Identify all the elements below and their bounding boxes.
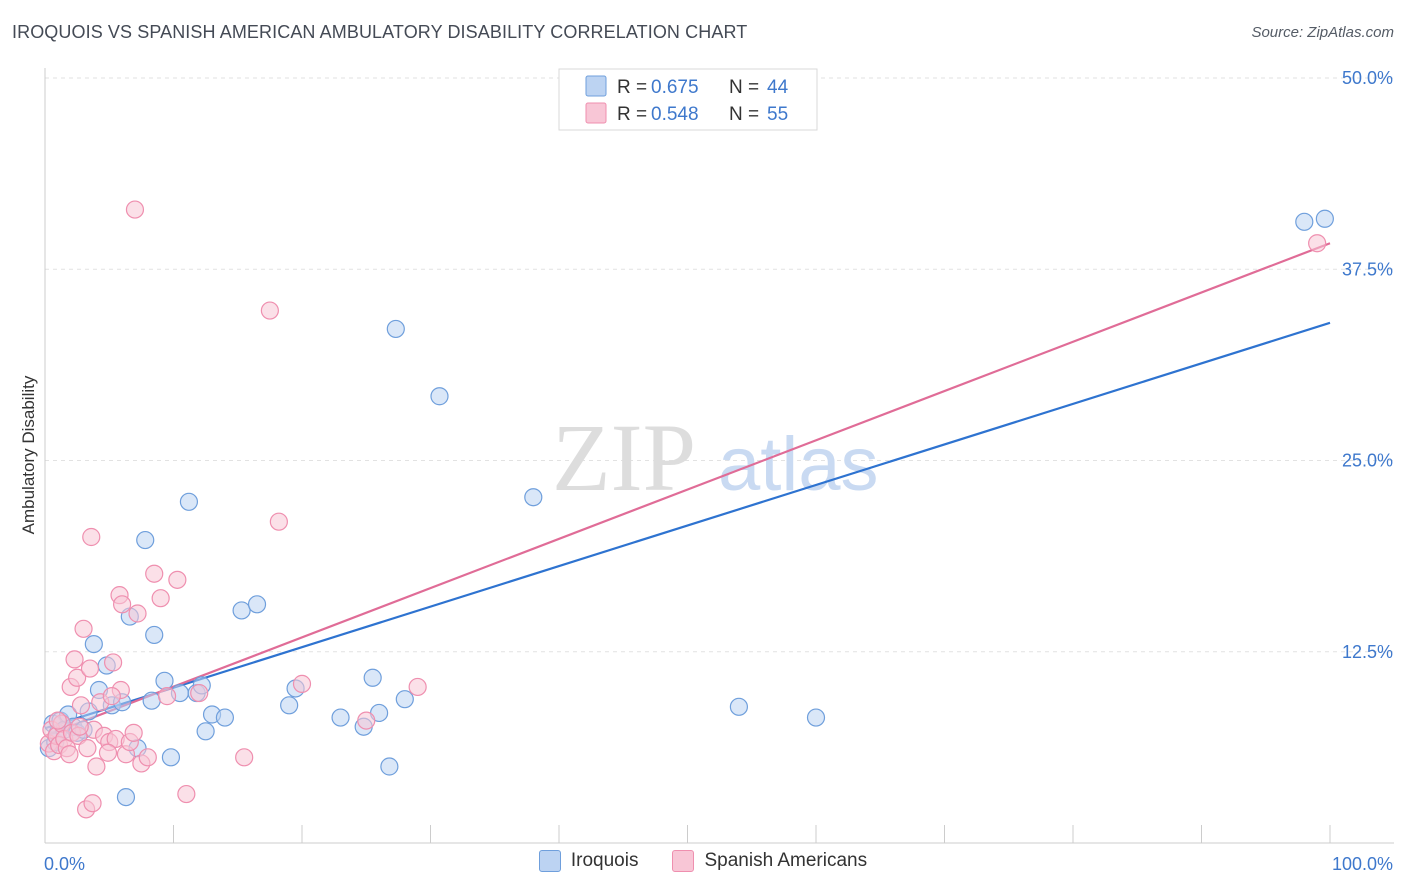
trend-line-spanish-americans [44, 242, 1331, 737]
point-spanish-americans [408, 677, 427, 697]
point-spanish-americans [292, 674, 312, 693]
point-iroquois [280, 696, 299, 715]
legend-swatch-spanish-americans [585, 102, 607, 124]
point-spanish-americans [74, 619, 93, 638]
point-spanish-americans [260, 301, 279, 320]
point-iroquois [196, 722, 215, 741]
point-iroquois [331, 708, 350, 727]
point-spanish-americans [157, 687, 177, 706]
point-spanish-americans [102, 687, 121, 706]
watermark: ZIP atlas [552, 404, 879, 511]
point-spanish-americans [83, 794, 102, 813]
point-iroquois [524, 488, 543, 507]
legend-swatch-iroquois [538, 850, 561, 872]
point-iroquois [363, 668, 382, 687]
point-spanish-americans [1308, 234, 1327, 253]
point-spanish-americans [71, 696, 91, 715]
legend-item-iroquois: Iroquois [538, 850, 639, 872]
trend-line-iroquois [44, 321, 1331, 730]
point-spanish-americans [269, 512, 288, 531]
point-iroquois [145, 625, 164, 645]
point-iroquois [386, 319, 405, 339]
point-spanish-americans [65, 650, 84, 669]
watermark-zip: ZIP [552, 404, 696, 511]
axes [44, 68, 1394, 844]
point-spanish-americans [68, 668, 87, 687]
legend-n-value-iroquois: 44 [767, 77, 789, 98]
point-spanish-americans [78, 739, 97, 758]
point-iroquois [247, 595, 267, 614]
y-tick-label: 37.5% [1342, 259, 1393, 279]
point-spanish-americans [357, 711, 376, 730]
tick-labels: 12.5% 25.0% 37.5% 50.0% 0.0% 100.0% [44, 68, 1393, 874]
point-spanish-americans [138, 748, 157, 767]
legend-n-label-spanish-americans: N = [729, 104, 759, 125]
point-spanish-americans [82, 527, 101, 547]
point-iroquois [806, 708, 826, 727]
chart-title: IROQUOIS VS SPANISH AMERICAN AMBULATORY … [12, 22, 748, 42]
data-points [39, 200, 1334, 819]
source-label: Source: ZipAtlas.com [1251, 24, 1394, 41]
point-iroquois [155, 671, 174, 690]
y-tick-label: 25.0% [1342, 451, 1393, 471]
point-spanish-americans [145, 564, 164, 583]
legend-swatch-spanish-americans [672, 850, 695, 872]
legend-n-value-spanish-americans: 55 [767, 104, 788, 125]
point-spanish-americans [151, 589, 170, 608]
point-spanish-americans [124, 723, 143, 742]
point-spanish-americans [177, 784, 196, 804]
point-iroquois [430, 387, 449, 406]
watermark-atlas: atlas [718, 422, 879, 507]
point-spanish-americans [98, 743, 118, 762]
point-iroquois [380, 757, 399, 776]
point-iroquois [142, 691, 161, 710]
legend-r-label-spanish-americans: R = [617, 104, 647, 125]
x-tick-label-min: 0.0% [44, 854, 85, 874]
legend-n-label-iroquois: N = [729, 77, 759, 98]
point-iroquois [1295, 212, 1314, 231]
x-tick-label-max: 100.0% [1332, 854, 1393, 874]
point-iroquois [84, 634, 103, 654]
point-iroquois [215, 708, 234, 727]
point-spanish-americans [128, 604, 147, 623]
point-spanish-americans [112, 595, 132, 614]
point-spanish-americans [168, 570, 187, 589]
point-spanish-americans [87, 757, 106, 776]
trend-lines [44, 242, 1331, 737]
point-iroquois [1315, 209, 1334, 228]
y-tick-label: 12.5% [1342, 642, 1393, 662]
point-iroquois [179, 492, 199, 511]
legend-r-value-iroquois: 0.675 [651, 77, 699, 98]
point-iroquois [116, 787, 136, 807]
legend-label-iroquois: Iroquois [570, 850, 639, 871]
point-iroquois [161, 748, 181, 767]
grid-lines [45, 77, 1394, 653]
point-spanish-americans [70, 717, 89, 736]
point-iroquois [729, 697, 749, 716]
point-iroquois [232, 601, 251, 620]
point-spanish-americans [48, 711, 67, 730]
legend-label-spanish-americans: Spanish Americans [704, 850, 868, 871]
legend-bottom: Iroquois Spanish Americans [0, 850, 1406, 872]
point-iroquois [136, 530, 155, 550]
legend-r-label-iroquois: R = [617, 77, 647, 98]
legend-r-value-spanish-americans: 0.548 [651, 104, 699, 125]
legend-swatch-iroquois [585, 75, 607, 97]
point-spanish-americans [60, 745, 79, 764]
point-spanish-americans [235, 748, 254, 767]
point-spanish-americans [80, 659, 100, 678]
point-iroquois [395, 690, 414, 709]
point-spanish-americans [190, 683, 209, 703]
y-tick-label: 50.0% [1342, 68, 1393, 88]
point-spanish-americans [125, 200, 145, 219]
legend-top: R = 0.675 N = 44 R = 0.548 N = 55 [558, 68, 818, 131]
legend-item-spanish-americans: Spanish Americans [672, 850, 867, 872]
point-spanish-americans [104, 653, 123, 672]
